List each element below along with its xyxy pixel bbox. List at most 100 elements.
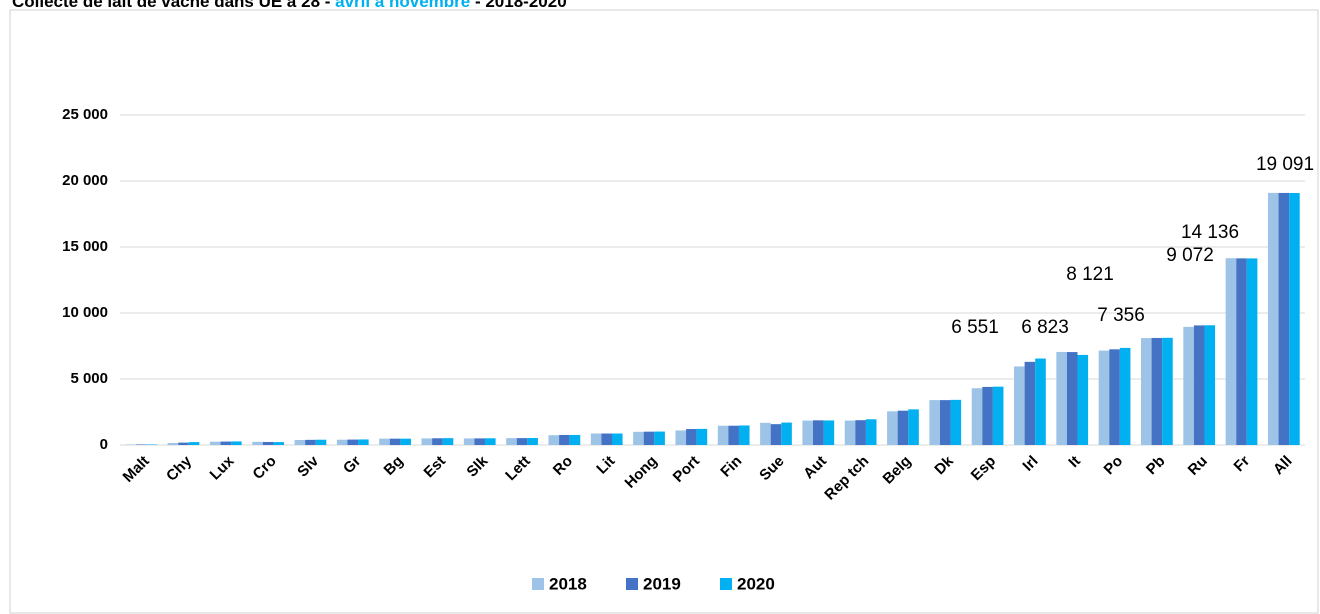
bar xyxy=(400,438,411,445)
bar xyxy=(506,438,517,445)
bar xyxy=(654,431,665,445)
bar xyxy=(463,438,475,445)
bar xyxy=(347,439,359,445)
bar xyxy=(485,438,496,445)
bar xyxy=(1162,337,1173,445)
data-label: 6 551 xyxy=(951,317,999,338)
bar xyxy=(1014,366,1025,445)
y-tick-label: 25 000 xyxy=(62,106,108,123)
bar xyxy=(1024,361,1036,445)
bar xyxy=(971,388,983,445)
bar xyxy=(336,439,348,445)
bar xyxy=(897,410,909,445)
bar xyxy=(982,386,993,445)
bar xyxy=(135,444,147,445)
title-segment: avril à novembre xyxy=(335,0,470,11)
bar xyxy=(379,438,390,445)
bar xyxy=(1193,325,1205,445)
bar xyxy=(389,438,401,445)
bar xyxy=(823,420,835,445)
bar xyxy=(1204,325,1216,445)
bar xyxy=(760,422,771,445)
bar xyxy=(421,438,433,445)
data-label: 7 356 xyxy=(1097,305,1145,326)
bar xyxy=(1141,338,1152,445)
bar xyxy=(696,428,708,445)
bar xyxy=(675,430,687,445)
bar xyxy=(643,431,655,445)
bar xyxy=(781,422,792,445)
bar xyxy=(527,438,538,445)
legend-swatch xyxy=(720,578,732,590)
bar xyxy=(1246,258,1258,445)
bar xyxy=(442,438,454,445)
bar xyxy=(262,441,274,445)
bar xyxy=(1278,192,1290,445)
bar xyxy=(548,435,560,445)
bar xyxy=(1109,349,1120,445)
bar xyxy=(1035,358,1046,445)
title-segment: - 2018-2020 xyxy=(470,0,566,11)
bar xyxy=(950,399,962,445)
bar xyxy=(1056,351,1067,445)
data-label: 14 136 xyxy=(1181,222,1239,243)
bar xyxy=(770,424,782,445)
bar xyxy=(844,420,856,445)
chart-frame xyxy=(9,9,1319,614)
bar xyxy=(813,420,824,445)
bar xyxy=(590,433,602,445)
bar xyxy=(601,433,612,445)
data-label: 6 823 xyxy=(1021,317,1069,338)
bar xyxy=(865,419,877,445)
data-label: 9 072 xyxy=(1166,245,1214,266)
bar xyxy=(305,439,316,445)
bar xyxy=(908,409,919,445)
bar xyxy=(474,438,486,445)
bar xyxy=(315,439,327,445)
bar xyxy=(125,444,136,445)
legend-label: 2020 xyxy=(737,574,775,593)
legend-label: 2018 xyxy=(549,574,587,593)
bar xyxy=(738,425,750,445)
title-segment: Collecte de lait de vache dans UE à 28 - xyxy=(12,0,335,11)
bar xyxy=(209,441,221,445)
y-tick-label: 20 000 xyxy=(62,172,108,189)
bar xyxy=(432,438,443,445)
bar xyxy=(939,400,951,445)
legend-swatch xyxy=(626,578,638,590)
data-label: 19 091 xyxy=(1256,154,1314,175)
bar xyxy=(146,444,158,445)
bar xyxy=(686,429,697,445)
bar xyxy=(1225,258,1237,445)
bar xyxy=(220,441,232,445)
bar xyxy=(273,442,284,445)
bar xyxy=(1267,192,1279,445)
bar xyxy=(1077,354,1089,445)
data-label: 8 121 xyxy=(1066,264,1114,285)
bar xyxy=(1183,326,1194,445)
bar xyxy=(167,443,179,445)
legend-label: 2019 xyxy=(643,574,681,593)
bar xyxy=(887,411,898,445)
y-tick-label: 10 000 xyxy=(62,304,108,321)
legend-swatch xyxy=(532,578,544,590)
y-tick-label: 15 000 xyxy=(62,238,108,255)
bar xyxy=(188,442,200,445)
y-tick-label: 0 xyxy=(100,436,108,453)
bar xyxy=(728,425,739,445)
bar xyxy=(802,420,814,445)
bar xyxy=(516,438,528,445)
bar xyxy=(358,439,369,445)
bar xyxy=(1119,347,1131,445)
bar xyxy=(1066,352,1078,445)
bar xyxy=(855,420,866,445)
bar xyxy=(992,386,1004,445)
bar xyxy=(611,433,623,445)
bar xyxy=(1236,258,1247,445)
bar xyxy=(569,434,581,445)
bar xyxy=(252,441,263,445)
bar xyxy=(633,431,644,445)
bar xyxy=(1151,337,1163,445)
bar xyxy=(929,400,940,445)
